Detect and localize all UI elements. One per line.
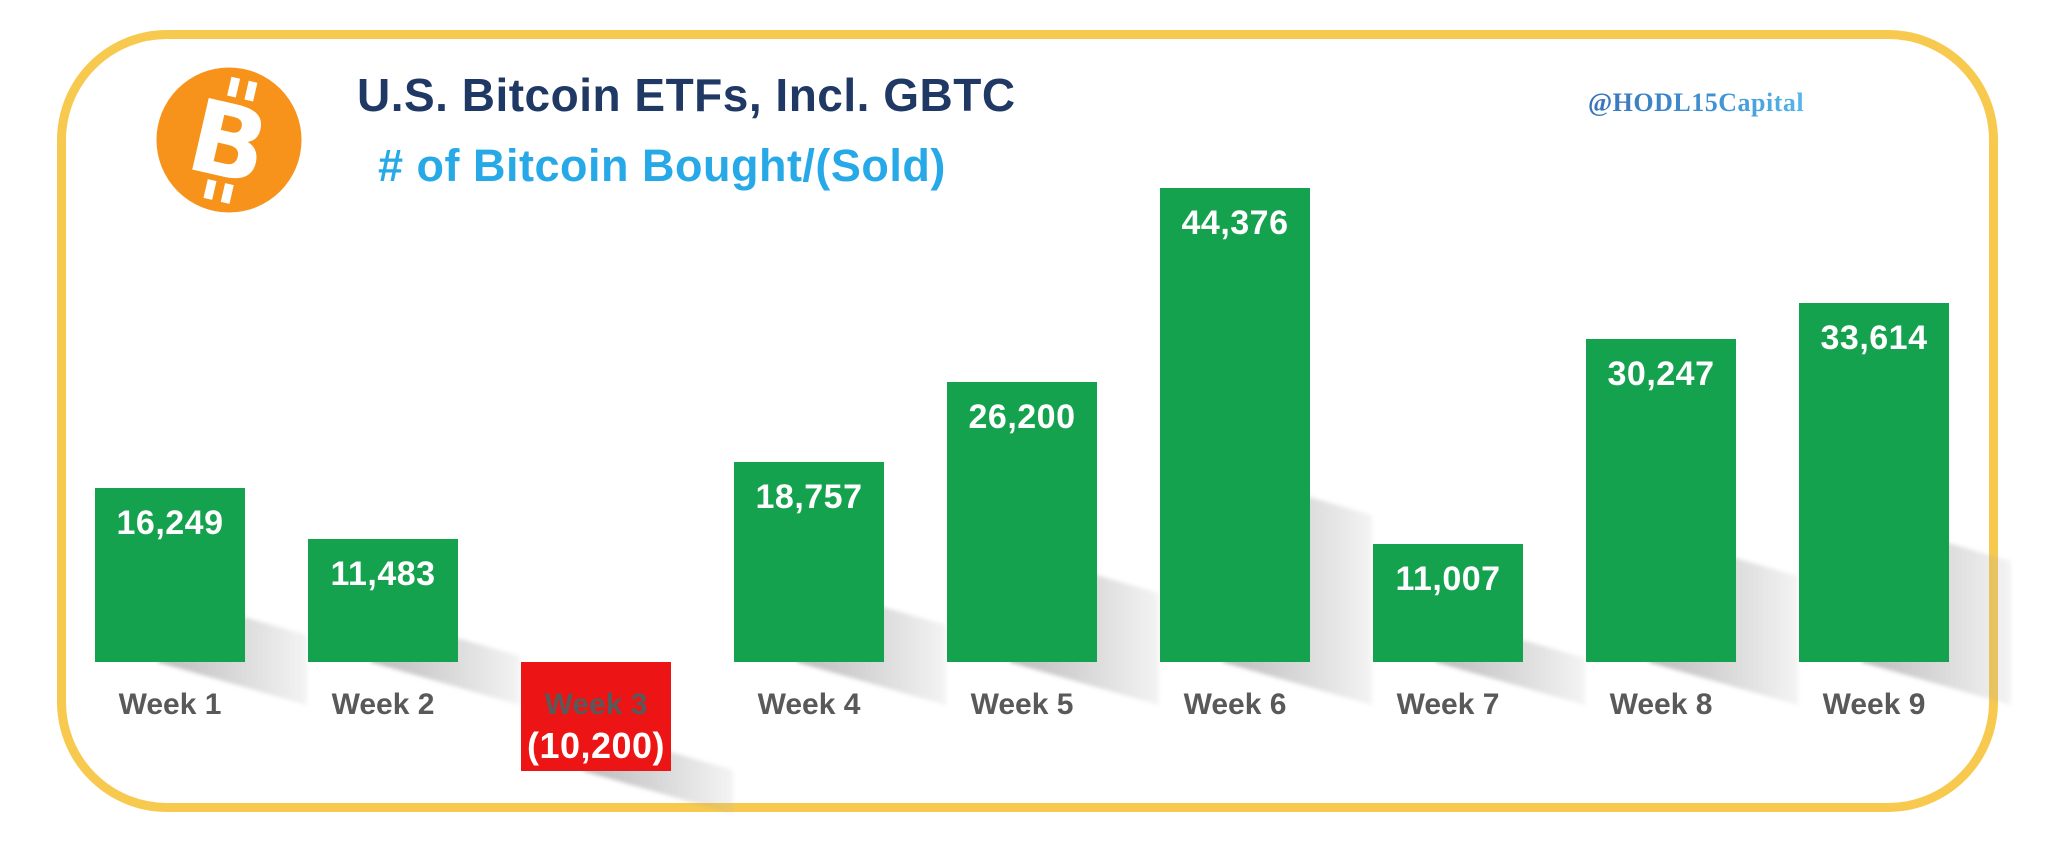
- bar-value-label: 44,376: [1181, 204, 1289, 242]
- bar-week-4: [734, 462, 884, 662]
- bar-week-9: [1799, 303, 1949, 662]
- bar-category-label: Week 7: [1396, 688, 1500, 721]
- bar-category-label: Week 3: [544, 688, 648, 721]
- bar-category-label: Week 1: [118, 688, 222, 721]
- bar-value-label: 11,007: [1395, 560, 1501, 598]
- bar-category-label: Week 8: [1609, 688, 1713, 721]
- bar-value-label: 18,757: [755, 478, 863, 516]
- bar-category-label: Week 2: [331, 688, 435, 721]
- bar-week-8: [1586, 339, 1736, 662]
- bar-week-2: [308, 539, 458, 662]
- bar-value-label: 16,249: [116, 504, 224, 542]
- bar-value-label: 30,247: [1607, 355, 1715, 393]
- bitcoin-icon-svg: B: [156, 67, 302, 213]
- bar-week-1: [95, 488, 245, 662]
- bar-category-label: Week 6: [1183, 688, 1287, 721]
- bar-category-label: Week 9: [1822, 688, 1926, 721]
- bar-week-6: [1160, 188, 1310, 662]
- bar-value-label: (10,200): [526, 725, 666, 766]
- bar-value-label: 33,614: [1820, 319, 1928, 357]
- bar-value-label: 26,200: [968, 398, 1076, 436]
- bar-week-3: [521, 662, 671, 771]
- chart-title: U.S. Bitcoin ETFs, Incl. GBTC: [357, 69, 1016, 121]
- bar-week-7: [1373, 544, 1523, 662]
- watermark-handle: @HODL15Capital: [1588, 88, 1805, 117]
- bitcoin-icon: B: [155, 66, 303, 214]
- bar-value-label: 11,483: [330, 555, 436, 593]
- bar-category-label: Week 4: [757, 688, 861, 721]
- bar-category-label: Week 5: [970, 688, 1074, 721]
- bar-week-5: [947, 382, 1097, 662]
- chart-subtitle: # of Bitcoin Bought/(Sold): [378, 140, 946, 191]
